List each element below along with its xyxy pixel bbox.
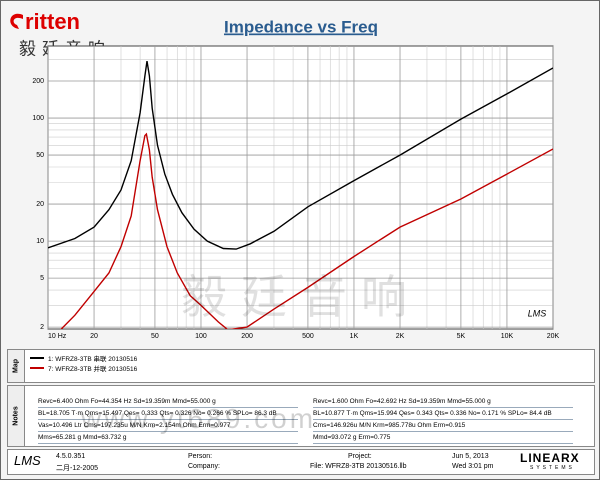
legend-swatch [30, 367, 44, 369]
note-line: Mmd=93.072 g Erm=0.775 [313, 432, 573, 444]
x-tick-label: 20 [90, 333, 98, 340]
run-time: Wed 3:01 pm [452, 463, 494, 470]
y-tick-label: 50 [36, 152, 44, 159]
notes-right: Revc=1.600 Ohm Fo=42.692 Hz Sd=19.359m M… [313, 396, 573, 444]
x-tick-label: 500 [302, 333, 314, 340]
chart: ritten 毅廷音响 Impedance vs Freq 10 Hz 20 50 1… [10, 9, 560, 340]
y-tick-label: 10 [36, 238, 44, 245]
company: Company: [188, 463, 220, 470]
vendor-sub: SYSTEMS [530, 465, 575, 471]
legend-text: 7: WFRZ8-3TB 并联 20130516 [48, 366, 138, 373]
person: Person: [188, 453, 213, 460]
x-tick-label: 200 [241, 333, 253, 340]
logo-swoosh [10, 13, 23, 29]
note-line: BL=18.705 T·m Qms=15.497 Qes= 0.333 Qts=… [38, 408, 298, 420]
legend-swatch [30, 357, 44, 359]
watermark-chinese: 毅廷音响 [181, 271, 421, 323]
legend-entry: 1: WFRZ8-3TB 串联 20130516 [30, 353, 137, 363]
x-tick-label: 5K [457, 333, 466, 340]
x-tick-label: 10K [501, 333, 514, 340]
series-line [60, 132, 553, 329]
vendor: LINEARX [520, 451, 580, 465]
x-tick-label: 1K [350, 333, 359, 340]
x-tick-label: 10 Hz [48, 333, 67, 340]
series-line [48, 60, 553, 250]
y-tick-label: 100 [32, 115, 44, 122]
legend-text: 1: WFRZ8-3TB 串联 20130516 [48, 356, 138, 363]
map-side: Map [8, 350, 25, 382]
y-tick-label: 2 [40, 324, 44, 331]
project: Project: [348, 453, 372, 460]
note-line: Cms=146.926u M/N Krm=985.778u Ohm Erm=0.… [313, 420, 573, 432]
note-line: BL=10.877 T·m Qms=15.994 Qes= 0.343 Qts=… [313, 408, 573, 420]
notes-panel: Notes Revc=6.400 Ohm Fo=44.354 Hz Sd=19.… [7, 385, 595, 447]
x-tick-label: 50 [151, 333, 159, 340]
watermark-url: www.yt689.com [81, 403, 317, 434]
chart-title: Impedance vs Freq [224, 17, 378, 36]
x-tick-label: 2K [396, 333, 405, 340]
footer: LMS 4.5.0.351 二月-12-2005 Person: Company… [7, 449, 595, 475]
map-panel: Map 1: WFRZ8-3TB 串联 20130516 7: WFRZ8-3TB… [7, 349, 595, 383]
notes-side: Notes [8, 386, 25, 446]
y-tick-label: 5 [40, 275, 44, 282]
logo-brand: ritten [25, 9, 80, 34]
run-date: Jun 5, 2013 [452, 453, 489, 460]
note-line: Vas=10.496 Ltr Cms=197.235u M/N Krm=2.15… [38, 420, 298, 432]
notes-left: Revc=6.400 Ohm Fo=44.354 Hz Sd=19.359m M… [38, 396, 298, 444]
legend: 1: WFRZ8-3TB 串联 20130516 7: WFRZ8-3TB 并联 … [30, 353, 137, 373]
x-tick-label: 100 [195, 333, 207, 340]
date: 二月-12-2005 [56, 465, 99, 472]
y-tick-label: 200 [32, 78, 44, 85]
file: File: WFRZ8-3TB 20130516.llb [310, 463, 407, 470]
x-tick-label: 20K [547, 333, 560, 340]
note-line: Mms=65.281 g Mmd=63.732 g [38, 432, 298, 444]
y-tick-label: 20 [36, 201, 44, 208]
note-line: Revc=6.400 Ohm Fo=44.354 Hz Sd=19.359m M… [38, 396, 298, 408]
plot-label: LMS [528, 308, 547, 318]
version: 4.5.0.351 [56, 453, 86, 460]
map-label: Map [12, 359, 20, 373]
legend-entry: 7: WFRZ8-3TB 并联 20130516 [30, 363, 137, 373]
notes-label: Notes [12, 406, 20, 426]
footer-logo: LMS [14, 453, 41, 468]
note-line: Revc=1.600 Ohm Fo=42.692 Hz Sd=19.359m M… [313, 396, 573, 408]
